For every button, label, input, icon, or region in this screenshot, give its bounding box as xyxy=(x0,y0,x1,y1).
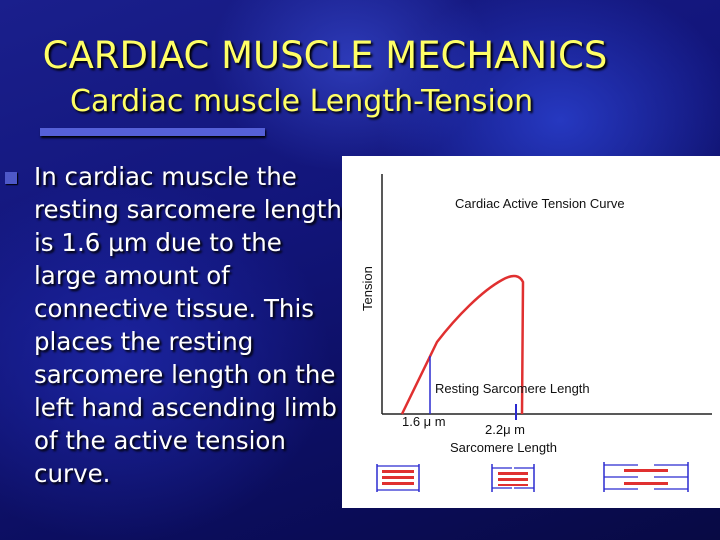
bullet-line: places the resting xyxy=(34,327,254,356)
slide-title: CARDIAC MUSCLE MECHANICS xyxy=(42,34,608,77)
x-axis-label: Sarcomere Length xyxy=(450,440,557,455)
chart-title: Cardiac Active Tension Curve xyxy=(455,196,625,211)
bullet-line: is 1.6 μm due to the xyxy=(34,228,282,257)
tick-label-2-2: 2.2μ m xyxy=(485,422,525,437)
y-axis-label: Tension xyxy=(360,266,375,311)
bullet-line: curve. xyxy=(34,459,111,488)
bullet-line: of the active tension xyxy=(34,426,286,455)
bullet-icon xyxy=(5,172,17,184)
bullet-line: connective tissue. This xyxy=(34,294,315,323)
bullet-line: large amount of xyxy=(34,261,230,290)
sarcomere-diagram-resting xyxy=(491,464,535,492)
tension-curve-svg: Tension Cardiac Active Tension Curve Res… xyxy=(360,174,712,492)
sarcomere-diagram-short xyxy=(376,464,420,492)
slide-subtitle: Cardiac muscle Length-Tension xyxy=(70,84,534,119)
tick-label-1-6: 1.6 μ m xyxy=(402,414,446,429)
tension-curve-figure: Tension Cardiac Active Tension Curve Res… xyxy=(342,156,720,508)
bullet-line: In cardiac muscle the xyxy=(34,162,297,191)
bullet-line: left hand ascending limb xyxy=(34,393,337,422)
bullet-text: In cardiac muscle the resting sarcomere … xyxy=(34,160,364,490)
sarcomere-diagram-stretched xyxy=(603,462,689,492)
active-tension-curve xyxy=(400,274,525,415)
bullet-line: resting sarcomere length xyxy=(34,195,342,224)
resting-length-label: Resting Sarcomere Length xyxy=(435,381,590,396)
title-underline xyxy=(40,128,265,136)
bullet-line: sarcomere length on the xyxy=(34,360,336,389)
